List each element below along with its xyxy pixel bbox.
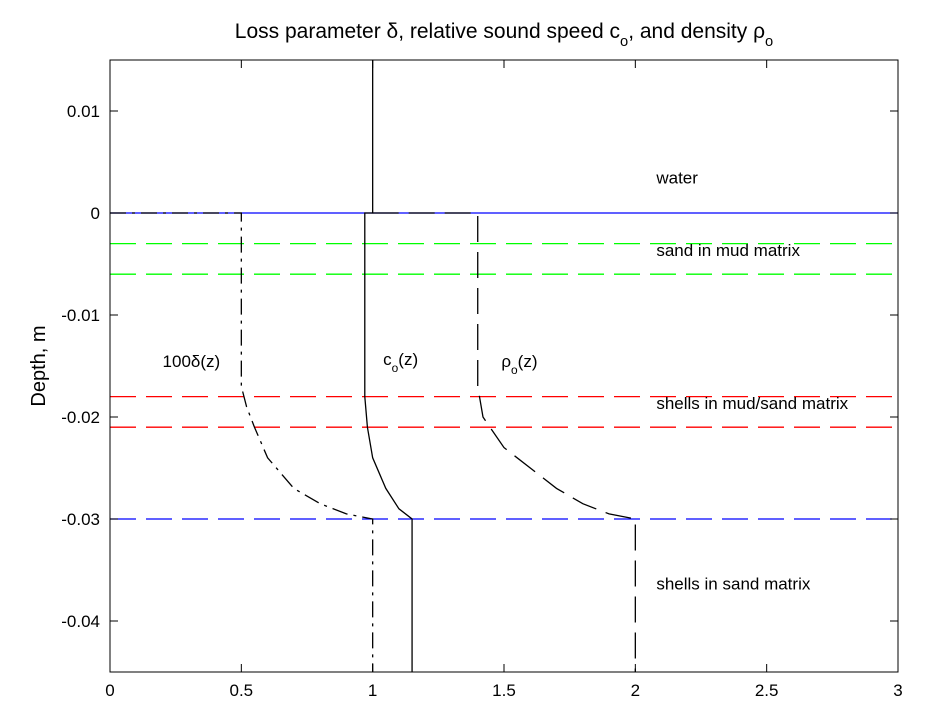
annotation-part: o: [392, 361, 399, 375]
y-tick-label: -0.02: [61, 408, 100, 427]
annotation: ρo(z): [501, 352, 537, 377]
chart-title-part: , and density ρ: [628, 20, 765, 43]
annotation-part: (z): [518, 352, 538, 371]
y-tick-label: -0.03: [61, 510, 100, 529]
y-tick-label: -0.01: [61, 306, 100, 325]
chart-title-part: o: [765, 34, 773, 50]
annotation: shells in mud/sand matrix: [656, 394, 848, 413]
annotation-part: (z): [398, 350, 418, 369]
annotation-part: shells in sand matrix: [656, 574, 811, 593]
series-line: [372, 212, 636, 672]
annotation: co(z): [383, 350, 418, 375]
x-tick-label: 3: [893, 681, 902, 700]
series-line: [110, 212, 374, 672]
chart-title-part: o: [620, 34, 628, 50]
annotation-part: c: [383, 350, 392, 369]
series-group: [110, 60, 898, 672]
y-tick-label: 0: [91, 204, 100, 223]
annotation: 100δ(z): [163, 352, 221, 371]
x-tick-label: 1.5: [492, 681, 516, 700]
chart-title: Loss parameter δ, relative sound speed c…: [235, 20, 773, 50]
annotation-part: o: [511, 363, 518, 377]
y-axis-label: Depth, m: [28, 325, 50, 406]
x-tick-label: 1: [368, 681, 377, 700]
annotation-part: 100δ(z): [163, 352, 221, 371]
annotation-part: shells in mud/sand matrix: [656, 394, 848, 413]
chart-title-part: Loss parameter δ, relative sound speed c: [235, 20, 620, 43]
annotation-part: sand in mud matrix: [656, 241, 800, 260]
y-tick-label: -0.04: [61, 612, 100, 631]
x-tick-label: 2: [631, 681, 640, 700]
x-tick-label: 2.5: [755, 681, 779, 700]
series-line: [364, 60, 413, 672]
annotation: sand in mud matrix: [656, 241, 800, 260]
annotation: shells in sand matrix: [656, 574, 811, 593]
x-tick-label: 0.5: [230, 681, 254, 700]
y-tick-label: 0.01: [67, 102, 100, 121]
annotation-part: ρ: [501, 352, 511, 371]
annotation-part: water: [655, 168, 698, 187]
x-tick-label: 0: [105, 681, 114, 700]
annotation: water: [655, 168, 698, 187]
